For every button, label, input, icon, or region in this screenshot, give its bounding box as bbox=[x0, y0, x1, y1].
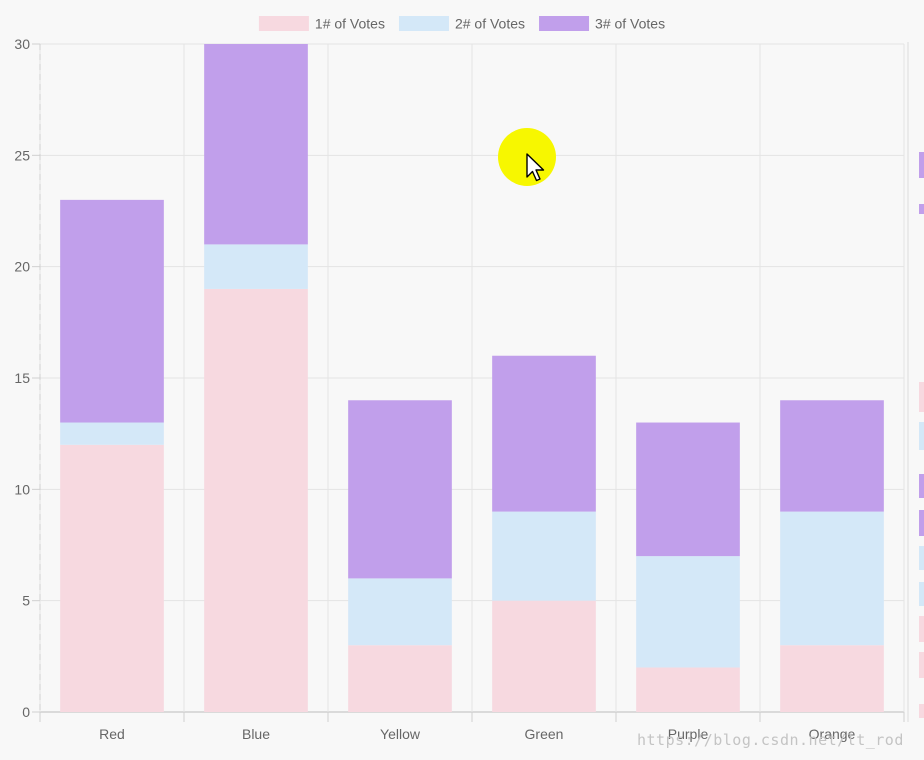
cropped-side-panel bbox=[907, 42, 924, 722]
y-tick-label: 30 bbox=[14, 36, 30, 52]
bar-segment[interactable] bbox=[780, 400, 884, 512]
y-tick-label: 20 bbox=[14, 259, 30, 275]
pointer-arrow-icon bbox=[526, 153, 545, 182]
bars-layer bbox=[60, 44, 884, 712]
grid-layer bbox=[39, 43, 905, 713]
y-tick-label: 10 bbox=[14, 481, 30, 497]
bar-segment[interactable] bbox=[492, 511, 596, 601]
x-tick-label: Yellow bbox=[380, 726, 421, 742]
legend-item[interactable]: 1# of Votes bbox=[258, 16, 385, 32]
watermark-text: https://blog.csdn.net/lt_rod bbox=[637, 731, 904, 749]
bar-segment[interactable] bbox=[60, 199, 164, 423]
bar-segment[interactable] bbox=[780, 645, 884, 712]
axis-layer: 0 5 10 15 20 25 30 Red Blue Yellow Green Purple Oran… bbox=[14, 36, 905, 742]
x-tick-label: Green bbox=[525, 726, 564, 742]
legend-item[interactable]: 2# of Votes bbox=[398, 16, 525, 32]
legend-swatch bbox=[258, 16, 309, 31]
bar-segment[interactable] bbox=[492, 355, 596, 512]
x-tick-label: Orange bbox=[809, 726, 856, 742]
legend-label: 3# of Votes bbox=[595, 16, 665, 32]
legend[interactable]: 1# of Votes 2# of Votes 3# of Votes bbox=[258, 16, 665, 32]
bar-segment[interactable] bbox=[60, 444, 164, 712]
bar-segment[interactable] bbox=[780, 511, 884, 646]
bar-segment[interactable] bbox=[60, 422, 164, 445]
legend-label: 1# of Votes bbox=[315, 16, 385, 32]
bar-segment[interactable] bbox=[636, 556, 740, 668]
x-tick-label: Blue bbox=[242, 726, 270, 742]
legend-swatch bbox=[398, 16, 449, 31]
bar-segment[interactable] bbox=[348, 400, 452, 579]
bar-segment[interactable] bbox=[348, 578, 452, 646]
bar-segment[interactable] bbox=[636, 422, 740, 557]
bar-segment[interactable] bbox=[204, 288, 308, 712]
y-tick-label: 5 bbox=[22, 593, 30, 609]
x-tick-label: Purple bbox=[668, 726, 709, 742]
x-tick-label: Red bbox=[99, 726, 125, 742]
y-tick-label: 25 bbox=[14, 147, 30, 163]
bar-segment[interactable] bbox=[492, 600, 596, 712]
y-tick-label: 0 bbox=[22, 704, 30, 720]
y-tick-label: 15 bbox=[14, 370, 30, 386]
legend-item[interactable]: 3# of Votes bbox=[539, 16, 665, 32]
legend-label: 2# of Votes bbox=[455, 16, 525, 32]
bar-segment[interactable] bbox=[204, 244, 308, 289]
bar-segment[interactable] bbox=[204, 44, 308, 245]
bar-segment[interactable] bbox=[348, 645, 452, 712]
legend-swatch bbox=[539, 16, 590, 31]
bar-segment[interactable] bbox=[636, 667, 740, 712]
